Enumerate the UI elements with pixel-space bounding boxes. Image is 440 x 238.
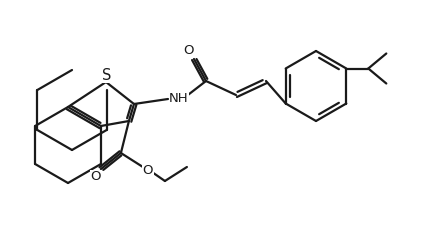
Text: O: O [143,164,153,177]
Text: S: S [103,68,112,83]
Text: O: O [91,170,101,183]
Text: O: O [183,45,193,58]
Text: NH: NH [169,93,189,105]
